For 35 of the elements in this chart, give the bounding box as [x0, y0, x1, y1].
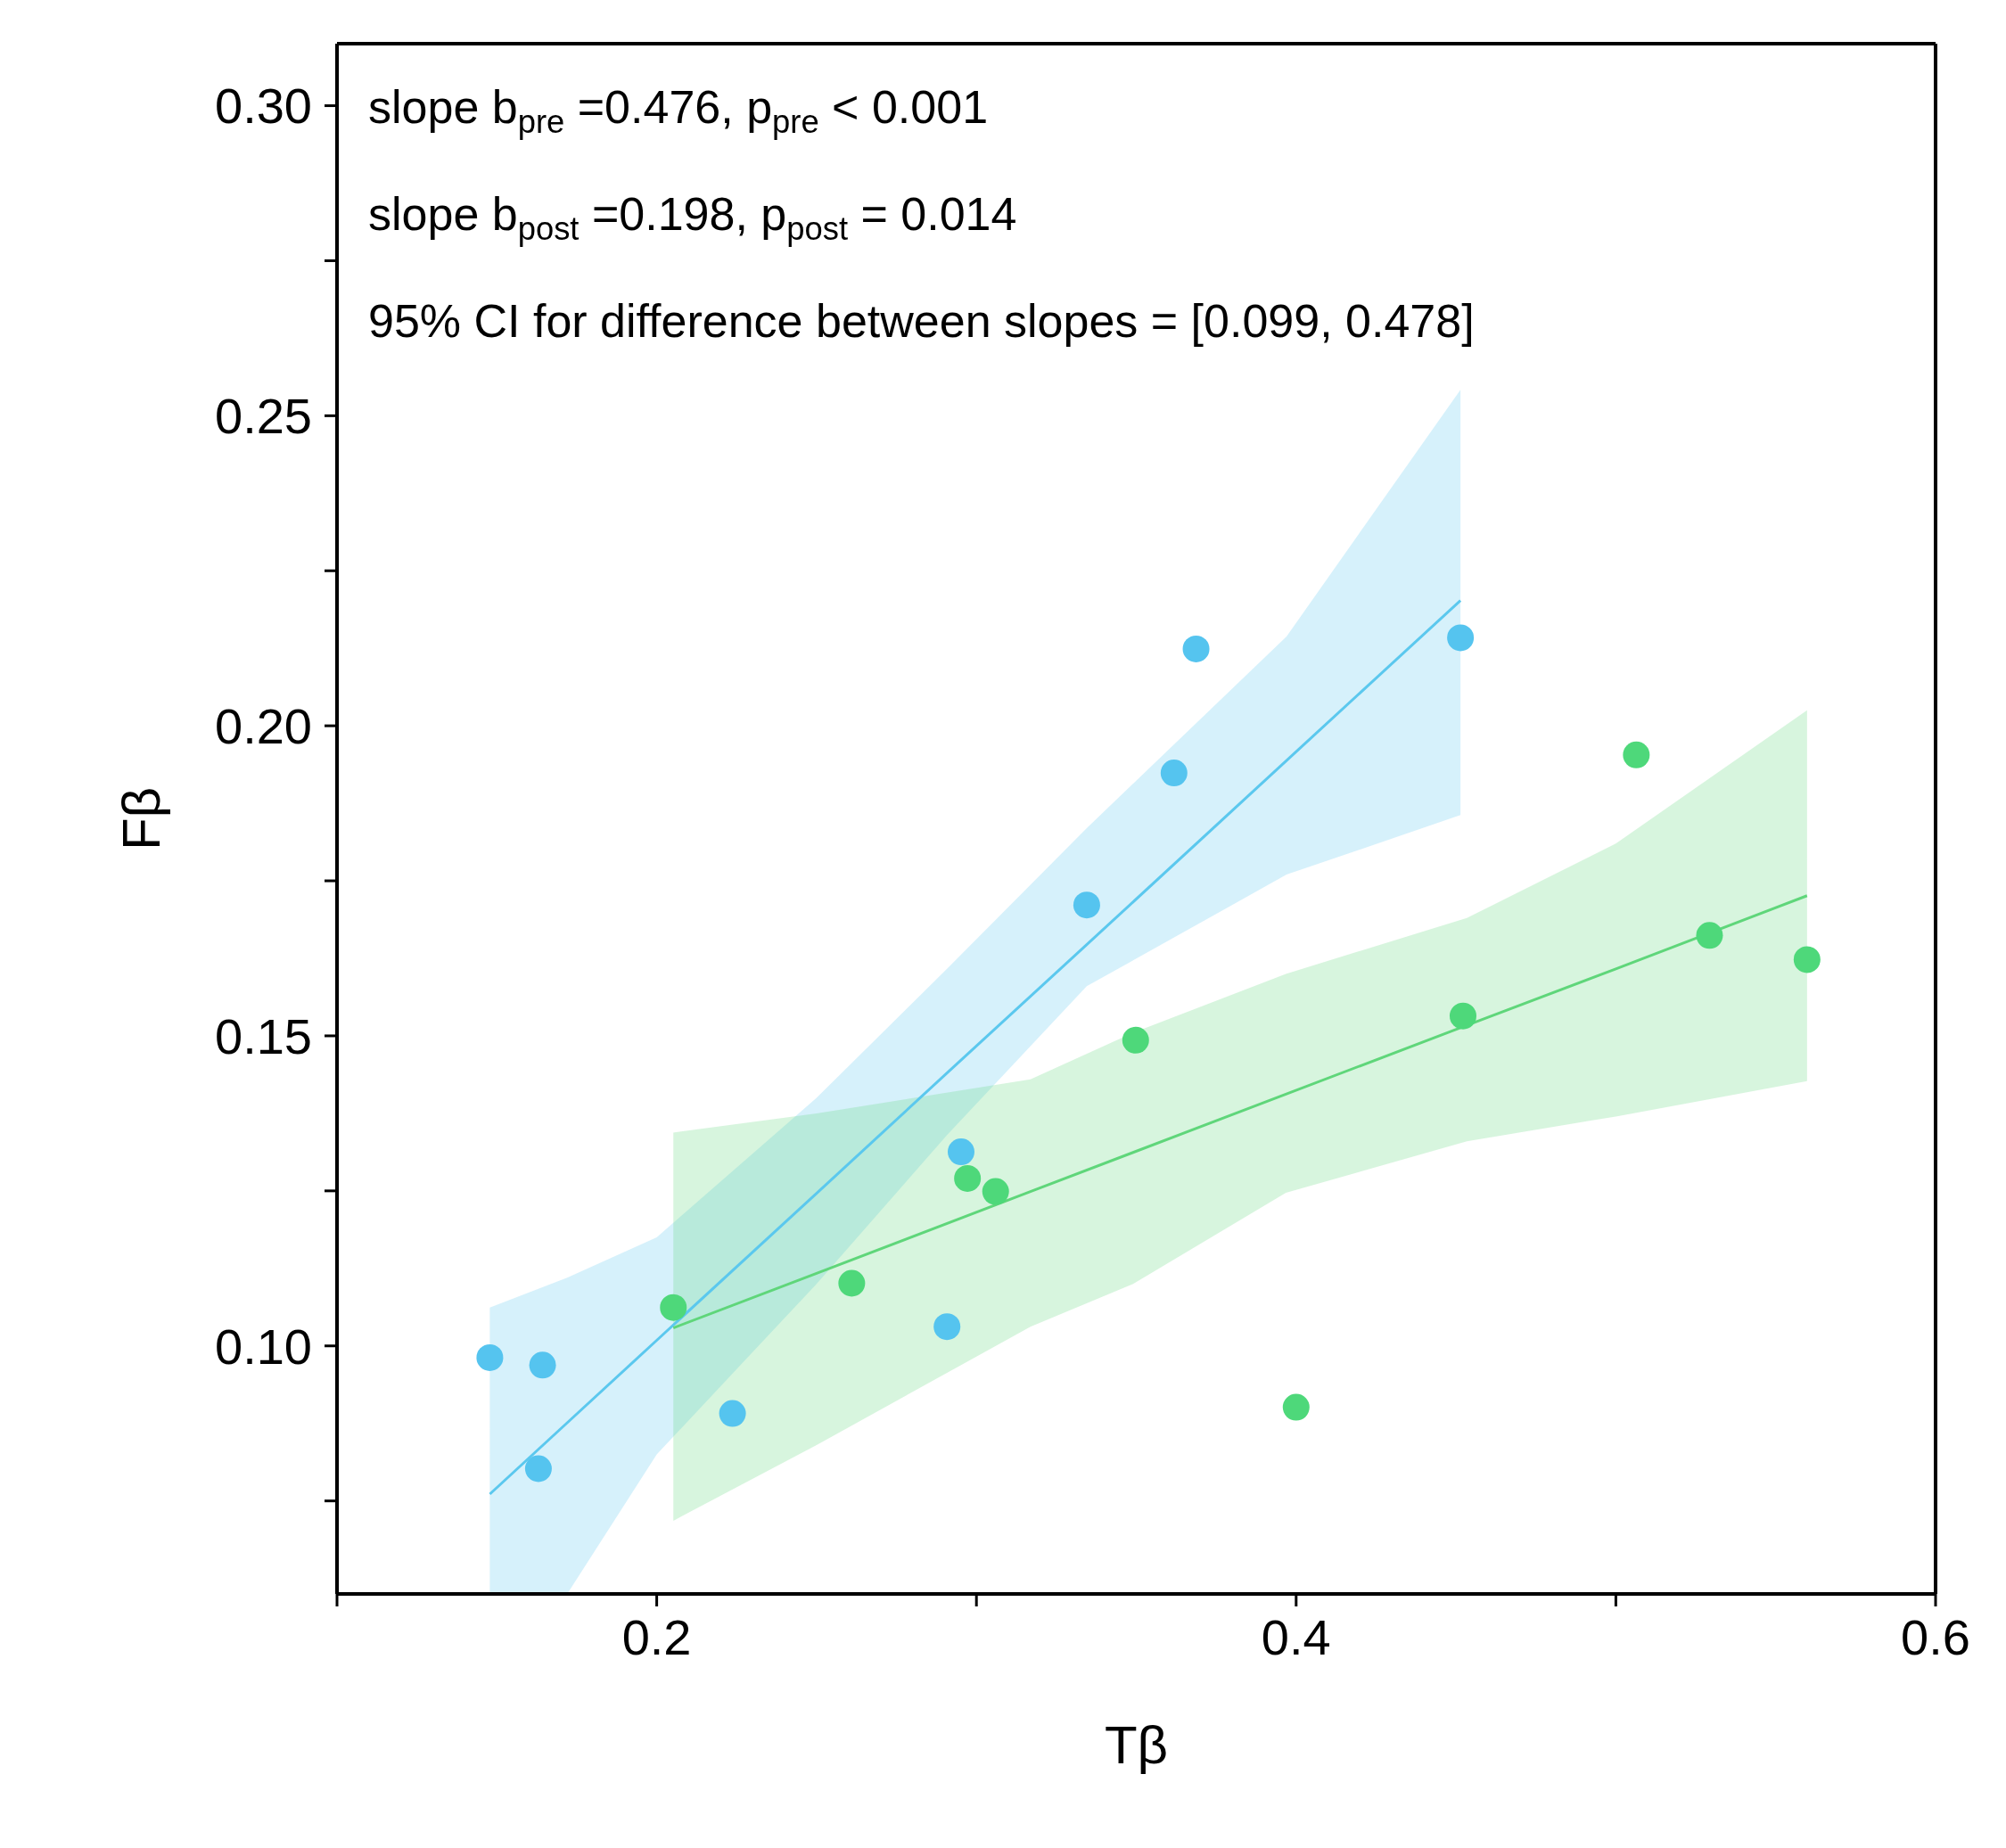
point — [524, 1455, 552, 1483]
y-tick-label: 0.10 — [215, 1318, 312, 1375]
point — [660, 1294, 687, 1321]
point — [954, 1164, 982, 1192]
point — [1623, 741, 1650, 768]
line-series — [671, 894, 1809, 1330]
point — [1122, 1026, 1149, 1054]
point — [1160, 760, 1188, 787]
point — [529, 1351, 556, 1379]
point — [1449, 1002, 1476, 1030]
annotation: slope b$_{post}$ =0.198, p$_{post}$ = 0.014 — [368, 188, 1017, 247]
point — [838, 1269, 866, 1297]
point — [947, 1138, 974, 1166]
annotation: 95% CI for difference between slopes = [0.099, 0.478] — [368, 295, 1475, 347]
point — [1793, 946, 1821, 973]
point — [476, 1343, 504, 1371]
x-tick-label: 0.4 — [1261, 1608, 1331, 1665]
point — [719, 1400, 746, 1427]
annotation: slope b$_{pre}$ =0.476, p$_{pre}$ < 0.001 — [368, 81, 989, 140]
point — [1073, 891, 1100, 919]
x-tick-label: 0.2 — [621, 1608, 692, 1665]
point — [982, 1178, 1009, 1205]
x-axis-title: Tβ — [1104, 1715, 1169, 1775]
point — [1447, 624, 1475, 652]
y-tick-label: 0.15 — [215, 1007, 312, 1064]
point — [1182, 635, 1210, 662]
y-tick-label: 0.30 — [215, 78, 312, 135]
point — [1696, 922, 1723, 949]
point — [1282, 1393, 1310, 1421]
point — [933, 1313, 961, 1341]
x-tick-label: 0.6 — [1901, 1608, 1970, 1665]
y-tick-label: 0.20 — [215, 698, 312, 755]
y-tick-label: 0.25 — [215, 388, 312, 445]
y-axis-title: Fβ — [111, 786, 172, 851]
line-series — [488, 599, 1462, 1496]
